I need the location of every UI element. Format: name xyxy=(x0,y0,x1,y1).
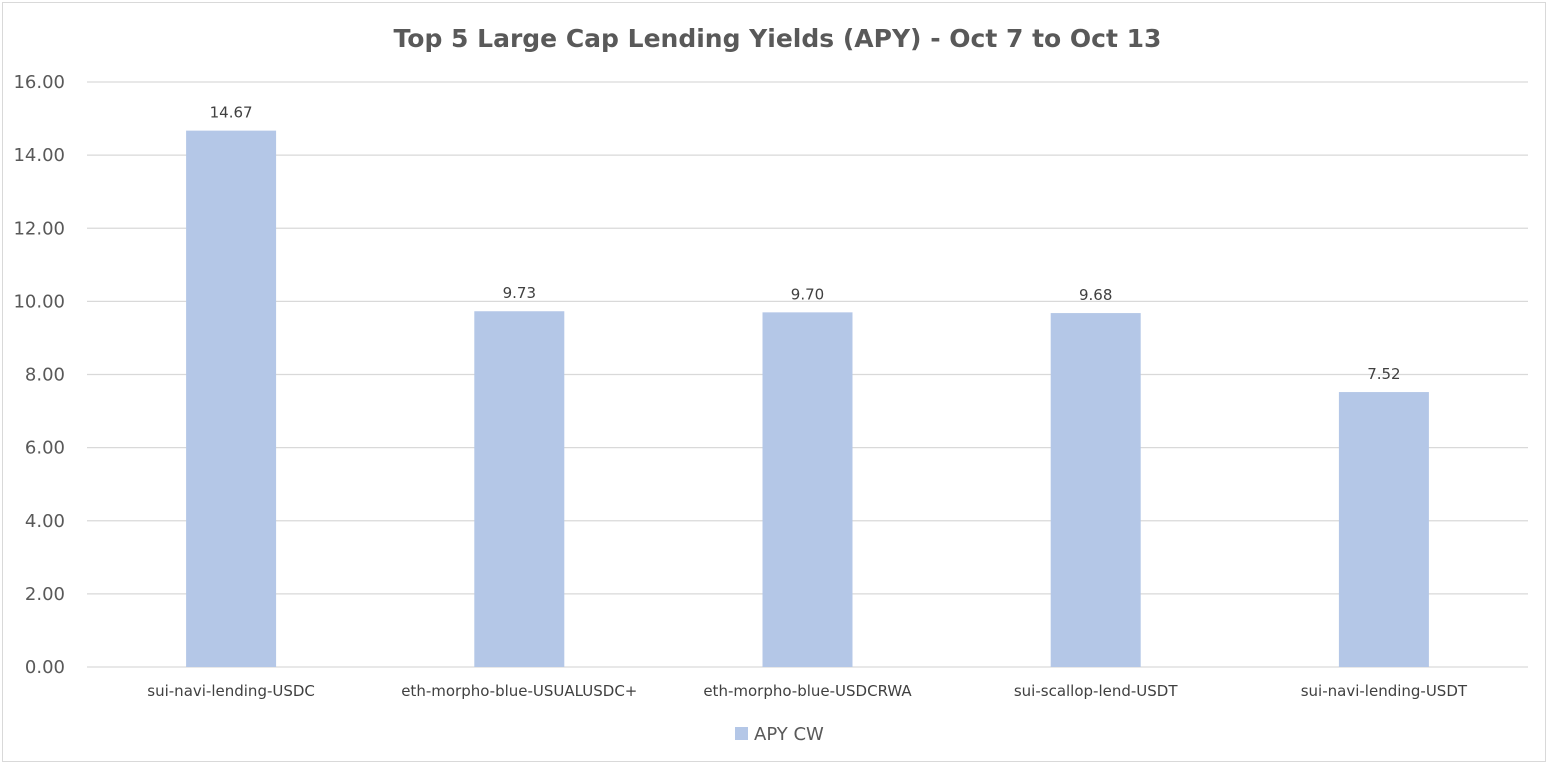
y-axis-tick-labels: 0.00 2.00 4.00 6.00 8.00 10.00 12.00 14.00 16.00 xyxy=(13,72,65,678)
category-label: sui-navi-lending-USDT xyxy=(1301,682,1468,700)
data-label: 14.67 xyxy=(210,104,253,122)
bar xyxy=(474,311,565,667)
y-tick-label: 12.00 xyxy=(13,218,65,239)
legend: APY CW xyxy=(735,724,824,745)
y-tick-label: 2.00 xyxy=(25,584,65,605)
data-label: 9.68 xyxy=(1079,286,1112,304)
y-tick-label: 16.00 xyxy=(13,72,65,93)
data-labels: 14.67 9.73 9.70 9.68 7.52 xyxy=(210,104,1401,383)
y-tick-label: 10.00 xyxy=(13,291,65,312)
category-label: sui-navi-lending-USDC xyxy=(147,682,315,700)
legend-swatch xyxy=(735,727,748,740)
data-label: 9.73 xyxy=(503,284,536,302)
bar xyxy=(1050,313,1141,667)
data-label: 7.52 xyxy=(1367,365,1400,383)
y-tick-label: 4.00 xyxy=(25,511,65,532)
category-label: eth-morpho-blue-USUALUSDC+ xyxy=(401,682,637,700)
y-tick-label: 0.00 xyxy=(25,657,65,678)
bar-chart: Top 5 Large Cap Lending Yields (APY) - O… xyxy=(13,24,1528,745)
legend-label: APY CW xyxy=(754,724,824,745)
category-label: eth-morpho-blue-USDCRWA xyxy=(703,682,912,700)
bar xyxy=(186,130,277,668)
bar xyxy=(1338,392,1429,667)
y-tick-label: 6.00 xyxy=(25,438,65,459)
x-axis-category-labels: sui-navi-lending-USDC eth-morpho-blue-USU… xyxy=(147,682,1468,700)
category-label: sui-scallop-lend-USDT xyxy=(1014,682,1178,700)
chart-title: Top 5 Large Cap Lending Yields (APY) - O… xyxy=(394,24,1162,53)
data-label: 9.70 xyxy=(791,285,824,303)
y-tick-label: 14.00 xyxy=(13,145,65,166)
y-tick-label: 8.00 xyxy=(25,365,65,386)
bars xyxy=(186,130,1429,668)
bar xyxy=(762,312,853,667)
